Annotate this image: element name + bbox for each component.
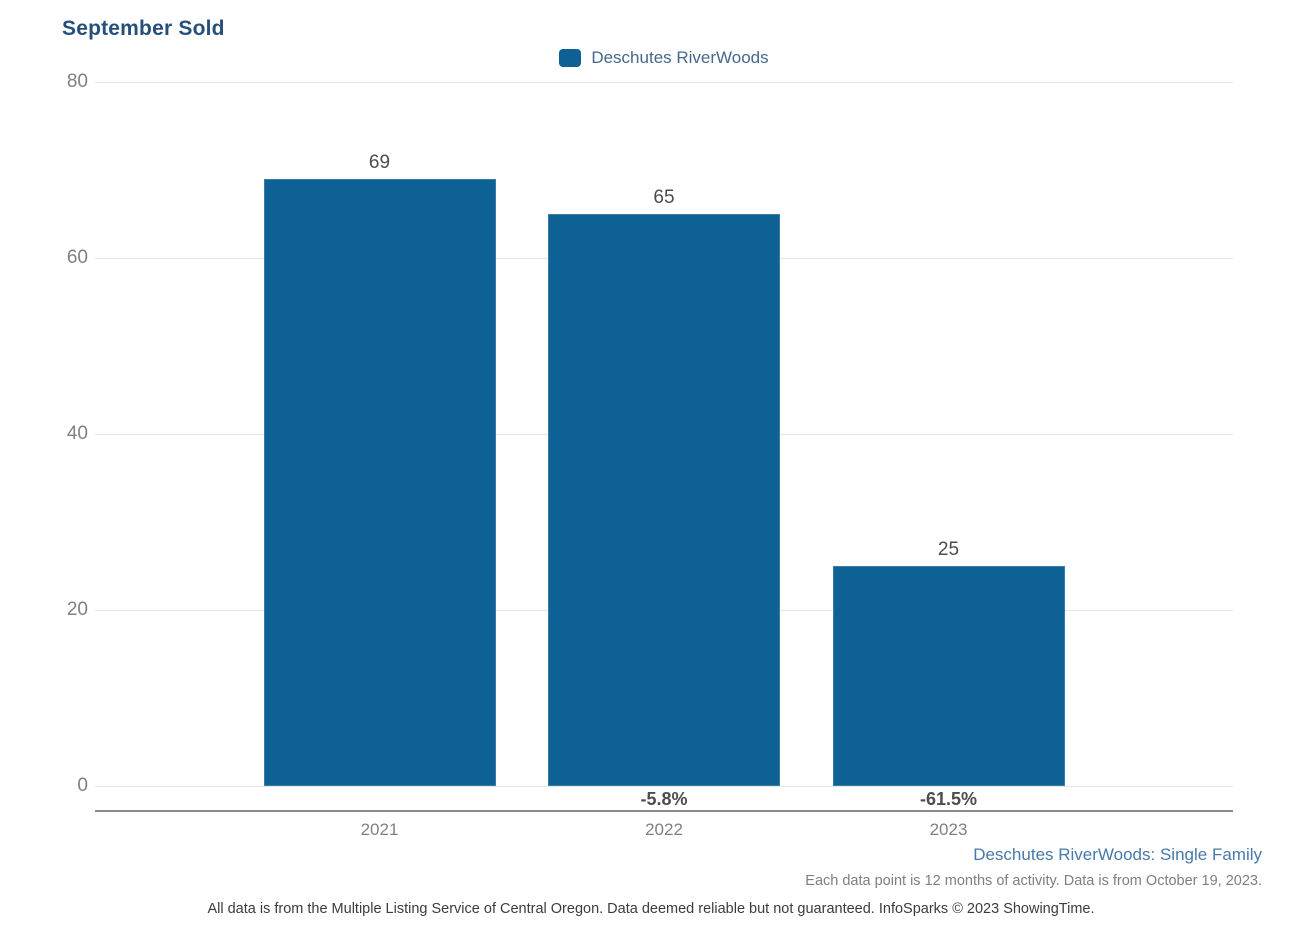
legend[interactable]: Deschutes RiverWoods: [95, 46, 1233, 70]
gridline-y80: [95, 81, 1233, 83]
footer-series-note: Deschutes RiverWoods: Single Family: [973, 845, 1262, 864]
legend-label: Deschutes RiverWoods: [591, 48, 769, 67]
plot-area: 69 65 25: [95, 81, 1233, 787]
bar-value-label-2022: 65: [653, 187, 675, 208]
legend-swatch-icon: [559, 49, 582, 67]
y-tick-label-20: 20: [66, 599, 88, 620]
gridline-y0: [95, 785, 1233, 787]
bar-value-label-2023: 25: [937, 539, 960, 560]
bar-2021[interactable]: [263, 178, 496, 786]
footer-disclaimer: All data is from the Multiple Listing Se…: [207, 901, 1095, 917]
pct-change-label-2022: -5.8%: [640, 789, 688, 809]
y-tick-label-80: 80: [66, 71, 88, 92]
x-tick-label-2021: 2021: [360, 820, 399, 839]
chart-title: September Sold: [62, 17, 225, 40]
bar-value-label-2021: 69: [368, 151, 391, 173]
y-tick-label-40: 40: [66, 423, 88, 444]
x-axis-line: [95, 810, 1233, 812]
x-tick-label-2023: 2023: [929, 820, 968, 839]
y-tick-label-0: 0: [77, 775, 88, 796]
pct-change-label-2023: -61.5%: [919, 789, 978, 809]
bar-2023[interactable]: [832, 566, 1065, 786]
footer-data-note: Each data point is 12 months of activity…: [805, 873, 1262, 889]
y-tick-label-60: 60: [66, 247, 88, 268]
bar-2022[interactable]: [548, 214, 780, 786]
x-tick-label-2022: 2022: [645, 820, 683, 839]
